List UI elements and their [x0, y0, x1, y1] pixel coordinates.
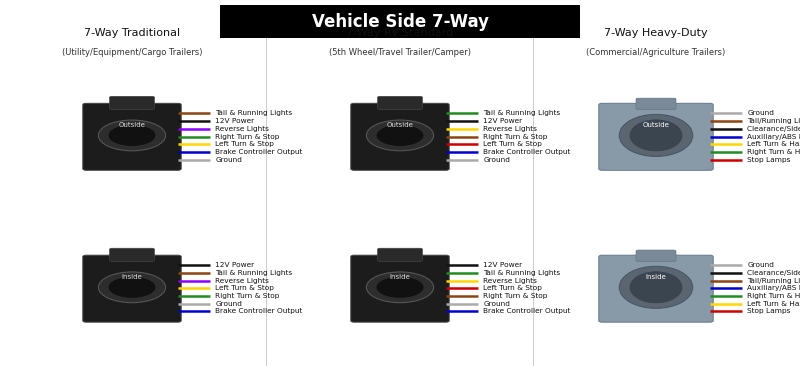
FancyBboxPatch shape — [83, 103, 182, 170]
Text: Ground: Ground — [483, 301, 510, 307]
Circle shape — [108, 124, 156, 146]
Text: 7-Way RV Standard: 7-Way RV Standard — [346, 29, 454, 38]
Text: (Commercial/Agriculture Trailers): (Commercial/Agriculture Trailers) — [586, 48, 726, 57]
Text: Ground: Ground — [215, 301, 242, 307]
Text: Ground: Ground — [215, 157, 242, 163]
Circle shape — [108, 276, 156, 298]
FancyBboxPatch shape — [636, 250, 676, 261]
Text: Right Turn & Stop: Right Turn & Stop — [483, 293, 547, 299]
Text: Brake Controller Output: Brake Controller Output — [483, 309, 570, 314]
Text: Reverse Lights: Reverse Lights — [215, 126, 269, 132]
FancyBboxPatch shape — [350, 103, 450, 170]
Text: Tail & Running Lights: Tail & Running Lights — [215, 270, 292, 276]
Text: Brake Controller Output: Brake Controller Output — [483, 149, 570, 155]
Text: 12V Power: 12V Power — [483, 118, 522, 124]
Circle shape — [376, 124, 424, 146]
FancyBboxPatch shape — [636, 98, 676, 109]
Text: Inside: Inside — [390, 274, 410, 280]
Text: Right Turn & Hazard: Right Turn & Hazard — [747, 293, 800, 299]
Ellipse shape — [630, 120, 682, 151]
Text: Tail & Running Lights: Tail & Running Lights — [215, 111, 292, 116]
Text: Reverse Lights: Reverse Lights — [483, 126, 537, 132]
Text: Inside: Inside — [646, 274, 666, 280]
Text: Left Turn & Stop: Left Turn & Stop — [483, 285, 542, 291]
Text: Reverse Lights: Reverse Lights — [483, 278, 537, 284]
Text: Outside: Outside — [118, 122, 146, 128]
Text: Reverse Lights: Reverse Lights — [215, 278, 269, 284]
Ellipse shape — [619, 266, 693, 308]
FancyBboxPatch shape — [83, 255, 182, 322]
Text: Vehicle Side 7-Way: Vehicle Side 7-Way — [311, 13, 489, 31]
Text: Auxiliary/ABS Power: Auxiliary/ABS Power — [747, 285, 800, 291]
FancyBboxPatch shape — [598, 255, 714, 322]
Text: Left Turn & Stop: Left Turn & Stop — [483, 141, 542, 147]
Text: Outside: Outside — [386, 122, 414, 128]
Text: Ground: Ground — [747, 111, 774, 116]
Text: Stop Lamps: Stop Lamps — [747, 309, 790, 314]
Text: Inside: Inside — [122, 274, 142, 280]
Text: (5th Wheel/Travel Trailer/Camper): (5th Wheel/Travel Trailer/Camper) — [329, 48, 471, 57]
Text: 7-Way Traditional: 7-Way Traditional — [84, 29, 180, 38]
Text: Right Turn & Hazard: Right Turn & Hazard — [747, 149, 800, 155]
Text: Right Turn & Stop: Right Turn & Stop — [215, 293, 279, 299]
Text: Left Turn & Hazard: Left Turn & Hazard — [747, 301, 800, 307]
Text: Clearance/Side Markers: Clearance/Side Markers — [747, 126, 800, 132]
FancyBboxPatch shape — [378, 96, 422, 109]
Text: 7-Way Heavy-Duty: 7-Way Heavy-Duty — [604, 29, 708, 38]
FancyBboxPatch shape — [350, 255, 450, 322]
Text: Tail & Running Lights: Tail & Running Lights — [483, 270, 560, 276]
Text: 12V Power: 12V Power — [215, 118, 254, 124]
Circle shape — [98, 272, 166, 303]
Circle shape — [98, 120, 166, 151]
FancyBboxPatch shape — [220, 5, 580, 38]
Text: Right Turn & Stop: Right Turn & Stop — [483, 134, 547, 139]
FancyBboxPatch shape — [598, 103, 714, 170]
Text: Tail/Running Lights: Tail/Running Lights — [747, 118, 800, 124]
FancyBboxPatch shape — [378, 248, 422, 261]
Text: Auxiliary/ABS Power: Auxiliary/ABS Power — [747, 134, 800, 139]
Circle shape — [366, 272, 434, 303]
Text: Right Turn & Stop: Right Turn & Stop — [215, 134, 279, 139]
Ellipse shape — [619, 114, 693, 156]
FancyBboxPatch shape — [110, 248, 154, 261]
Text: Brake Controller Output: Brake Controller Output — [215, 149, 302, 155]
Ellipse shape — [630, 272, 682, 303]
Text: (Utility/Equipment/Cargo Trailers): (Utility/Equipment/Cargo Trailers) — [62, 48, 202, 57]
Text: 12V Power: 12V Power — [483, 262, 522, 268]
Text: Tail/Running Lights: Tail/Running Lights — [747, 278, 800, 284]
Text: Ground: Ground — [483, 157, 510, 163]
Text: 12V Power: 12V Power — [215, 262, 254, 268]
Text: Left Turn & Hazard: Left Turn & Hazard — [747, 141, 800, 147]
Text: Left Turn & Stop: Left Turn & Stop — [215, 285, 274, 291]
Circle shape — [366, 120, 434, 151]
FancyBboxPatch shape — [110, 96, 154, 109]
Text: Clearance/Side Markers: Clearance/Side Markers — [747, 270, 800, 276]
Text: Stop Lamps: Stop Lamps — [747, 157, 790, 163]
Text: Tail & Running Lights: Tail & Running Lights — [483, 111, 560, 116]
Text: Outside: Outside — [642, 122, 670, 128]
Text: Brake Controller Output: Brake Controller Output — [215, 309, 302, 314]
Circle shape — [376, 276, 424, 298]
Text: Ground: Ground — [747, 262, 774, 268]
Text: Left Turn & Stop: Left Turn & Stop — [215, 141, 274, 147]
